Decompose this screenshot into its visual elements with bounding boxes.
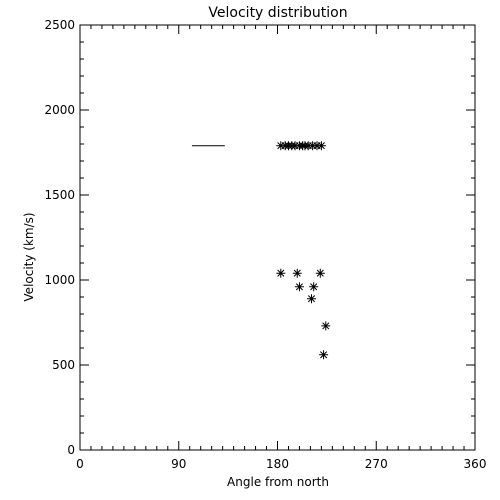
axis-ticks: 0 90 180 270 360 0 500 1000 1500 2000 2500 xyxy=(44,18,486,471)
x-tick-label: 180 xyxy=(266,457,289,471)
plot-frame xyxy=(79,24,476,451)
y-tick-label: 1500 xyxy=(44,188,75,202)
x-tick-label: 360 xyxy=(464,457,487,471)
x-tick-label: 270 xyxy=(365,457,388,471)
data-point-asterisk xyxy=(292,268,302,278)
plot-axes xyxy=(79,24,476,451)
data-marks xyxy=(191,141,331,360)
data-point-asterisk xyxy=(315,268,325,278)
y-axis-label: Velocity (km/s) xyxy=(22,212,36,301)
y-tick-label: 2000 xyxy=(44,103,75,117)
data-point-asterisk xyxy=(316,141,326,151)
y-tick-label: 1000 xyxy=(44,273,75,287)
y-tick-label: 0 xyxy=(67,443,75,457)
chart-title: Velocity distribution xyxy=(208,5,347,21)
data-point-asterisk xyxy=(307,294,317,304)
x-tick-label: 0 xyxy=(76,457,84,471)
data-point-asterisk xyxy=(321,321,331,331)
y-tick-label: 2500 xyxy=(44,18,75,32)
x-tick-label: 90 xyxy=(171,457,186,471)
y-tick-label: 500 xyxy=(52,358,75,372)
data-point-asterisk xyxy=(319,350,329,360)
data-point-asterisk xyxy=(294,282,304,292)
data-point-asterisk xyxy=(276,268,286,278)
x-axis-label: Angle from north xyxy=(227,475,329,489)
data-point-asterisk xyxy=(309,282,319,292)
